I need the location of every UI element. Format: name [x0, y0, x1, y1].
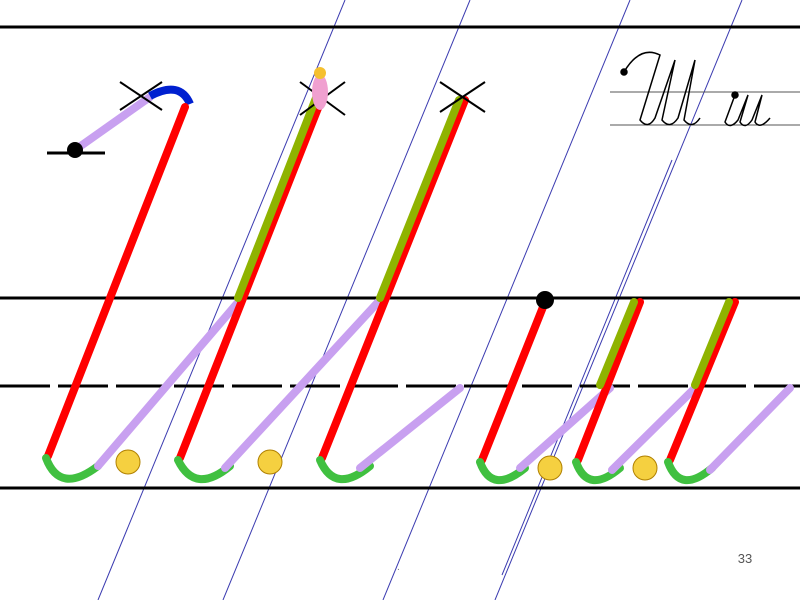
smileys	[115, 449, 658, 481]
page-number: 33	[738, 551, 752, 566]
sample-handwriting	[620, 51, 771, 127]
small-letter	[476, 291, 794, 485]
letter-3	[316, 81, 486, 484]
letter-1	[42, 81, 244, 483]
ruling	[0, 25, 800, 490]
slant-guides	[97, 0, 743, 600]
dot: .	[397, 562, 400, 573]
letter-2	[174, 67, 384, 484]
